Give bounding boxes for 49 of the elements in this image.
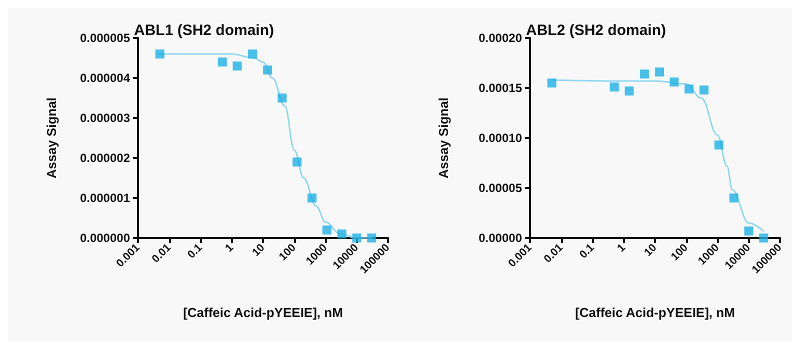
- y-tick-label: 0.00020: [478, 31, 522, 45]
- point: [624, 86, 634, 96]
- point: [263, 66, 272, 74]
- point: [278, 94, 287, 102]
- x-tick-label: 100: [669, 242, 690, 264]
- point: [684, 84, 694, 94]
- y-axis-title: Assay Signal: [44, 98, 59, 178]
- point: [610, 82, 619, 92]
- chart-title: ABL1 (SH2 domain): [134, 22, 274, 39]
- x-axis-title: [Caffeic Acid-pYEEIE], nM: [575, 305, 735, 320]
- point: [700, 86, 709, 94]
- y-tick-label: 0.00000: [478, 231, 522, 245]
- point: [337, 230, 346, 238]
- y-axis-title: Assay Signal: [436, 98, 451, 178]
- point: [352, 234, 362, 242]
- x-tick-label: 10: [250, 242, 268, 259]
- y-tick-label: 0.000002: [80, 151, 130, 165]
- point: [218, 58, 227, 66]
- point: [232, 62, 242, 70]
- y-tick-label: 0.000000: [80, 231, 130, 245]
- point: [670, 78, 679, 86]
- x-tick-label: 0.1: [185, 242, 205, 262]
- x-tick-label: 0.01: [542, 242, 566, 266]
- point: [744, 226, 754, 236]
- y-tick-label: 0.000005: [80, 31, 130, 45]
- point: [367, 234, 376, 242]
- x-tick-label: 0.01: [150, 242, 174, 266]
- x-axis-title: [Caffeic Acid-pYEEIE], nM: [183, 305, 343, 320]
- x-tick-label: 0.1: [577, 242, 597, 262]
- y-tick-label: 0.00015: [478, 81, 522, 95]
- point: [308, 194, 317, 202]
- x-tick-label: 10: [642, 242, 660, 259]
- chart-title: ABL2 (SH2 domain): [526, 22, 666, 39]
- point: [322, 226, 332, 234]
- point: [640, 70, 649, 78]
- y-tick-label: 0.000003: [80, 111, 130, 125]
- y-tick-label: 0.00010: [478, 131, 522, 145]
- point: [759, 234, 768, 242]
- point: [292, 158, 302, 166]
- y-tick-label: 0.000004: [80, 71, 130, 85]
- x-tick-label: 100: [277, 242, 298, 264]
- y-tick-label: 0.00005: [478, 181, 522, 195]
- y-tick-label: 0.000001: [80, 191, 130, 205]
- point: [714, 140, 724, 150]
- x-tick-label: 1: [615, 242, 628, 255]
- x-tick-label: 1: [223, 242, 236, 255]
- point: [655, 68, 664, 76]
- point: [729, 194, 738, 202]
- point: [248, 50, 257, 58]
